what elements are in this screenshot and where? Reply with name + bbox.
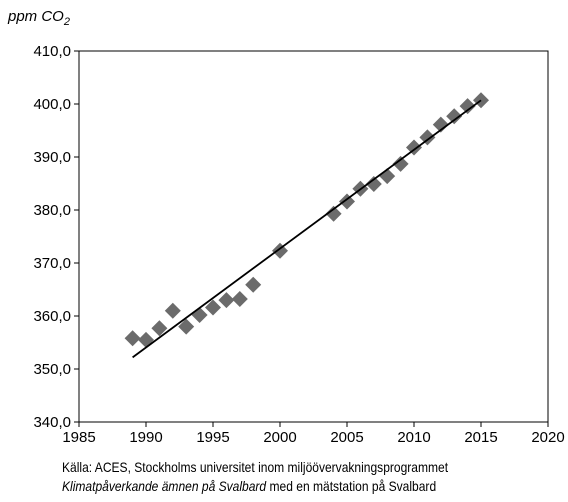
x-tick-label: 2010	[397, 429, 430, 446]
x-tick-label: 1990	[129, 429, 162, 446]
plot-frame	[78, 50, 549, 423]
x-tick-label: 2015	[464, 429, 497, 446]
data-point-diamond	[339, 193, 355, 210]
data-point-diamond	[138, 331, 154, 348]
data-point-diamond	[231, 291, 248, 308]
trend-line	[132, 99, 482, 359]
x-tick-label: 2020	[531, 429, 564, 446]
data-point-diamond	[459, 98, 476, 115]
data-point-diamond	[178, 318, 195, 335]
data-point-diamond	[392, 155, 409, 172]
y-axis-label-text: ppm CO	[8, 8, 64, 25]
y-tick-label: 340,0	[33, 414, 71, 431]
y-tick-label: 350,0	[33, 361, 71, 378]
data-point-diamond	[272, 242, 288, 259]
data-point-diamond	[432, 116, 449, 133]
data-point-diamond	[446, 108, 463, 125]
y-tick-label: 410,0	[33, 43, 71, 60]
data-point-diamond	[218, 292, 235, 309]
data-point-diamond	[164, 302, 181, 319]
y-tick-label: 400,0	[33, 96, 71, 113]
y-tick-label: 370,0	[33, 255, 71, 272]
data-point-diamond	[325, 205, 342, 222]
data-point-diamond	[406, 139, 422, 156]
x-tick-label: 2000	[263, 429, 296, 446]
data-point-diamond	[151, 320, 168, 337]
source-caption-line-2: Klimatpåverkande ämnen på Svalbard med e…	[62, 478, 436, 494]
y-tick-label: 360,0	[33, 308, 71, 325]
y-axis-label: ppm CO2	[8, 8, 70, 28]
x-tick-label: 2005	[330, 429, 363, 446]
source-caption-rest: med en mätstation på Svalbard	[266, 478, 437, 494]
data-point-diamond	[365, 176, 382, 193]
data-point-diamond	[191, 306, 208, 323]
data-point-diamond	[124, 330, 141, 347]
data-point-diamond	[245, 276, 262, 293]
data-point-diamond	[205, 299, 221, 316]
data-point-diamond	[419, 129, 436, 146]
y-tick-label: 380,0	[33, 202, 71, 219]
y-axis-label-subscript: 2	[63, 16, 70, 28]
source-caption-italic: Klimatpåverkande ämnen på Svalbard	[62, 478, 267, 494]
source-caption-line-1: Källa: ACES, Stockholms universitet inom…	[62, 459, 449, 475]
y-tick-label: 390,0	[33, 149, 71, 166]
x-tick-label: 1995	[196, 429, 229, 446]
x-tick-label: 1985	[62, 429, 95, 446]
plot-svg: 340,0 350,0 360,0 370,0 380,0 390,0 400,0 410,0…	[33, 43, 564, 446]
